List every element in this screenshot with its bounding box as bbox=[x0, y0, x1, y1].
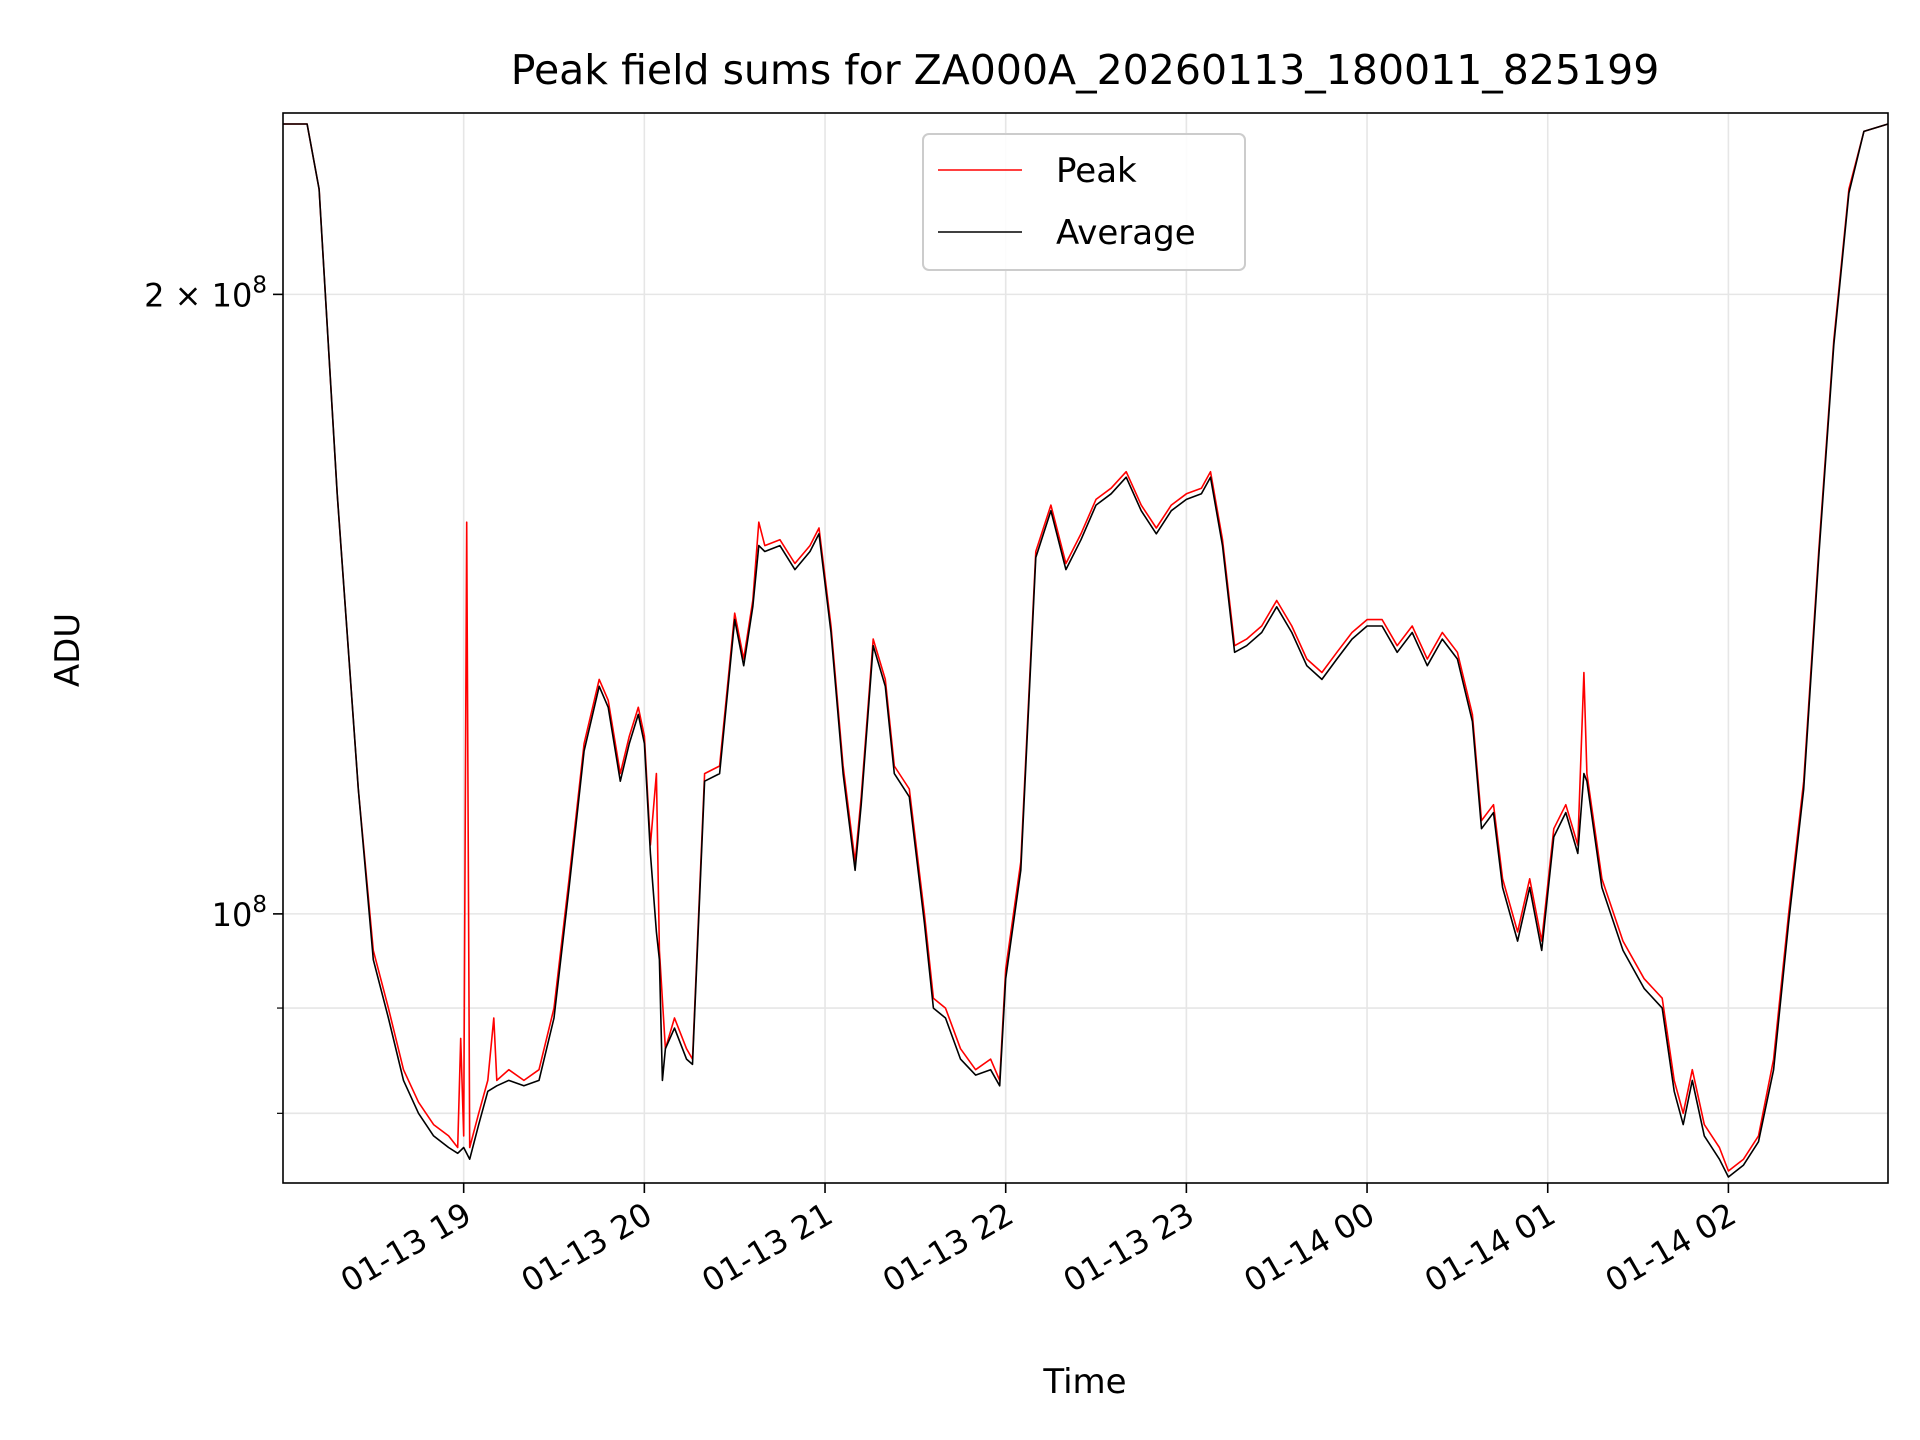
grid-lines bbox=[283, 113, 1888, 1183]
y-axis-label: ADU bbox=[48, 613, 88, 687]
x-axis-label: Time bbox=[1042, 1362, 1126, 1402]
y-tick-label-exponent: 8 bbox=[252, 892, 267, 918]
y-tick-label-base: 2 × 10 bbox=[144, 276, 252, 314]
legend: Peak Average bbox=[922, 133, 1246, 271]
series-lines bbox=[283, 123, 1889, 1178]
chart-title: Peak field sums for ZA000A_20260113_1800… bbox=[511, 46, 1660, 94]
y-tick-label-exponent: 8 bbox=[252, 272, 267, 298]
series-line-average bbox=[283, 123, 1889, 1178]
plot-frame bbox=[282, 112, 1889, 1184]
legend-label-peak: Peak bbox=[1056, 151, 1137, 191]
legend-label-average: Average bbox=[1056, 213, 1196, 253]
y-tick-label: 108 bbox=[212, 892, 267, 934]
legend-box bbox=[922, 133, 1246, 271]
y-tick-label-base: 10 bbox=[212, 896, 253, 934]
y-tick-label: 2 × 108 bbox=[144, 272, 267, 314]
